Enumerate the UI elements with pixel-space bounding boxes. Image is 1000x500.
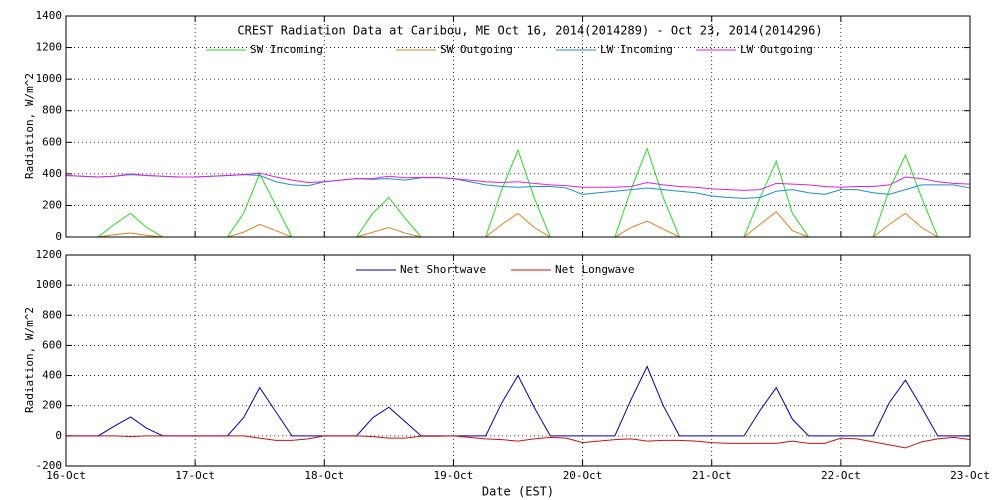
y-axis-label: Radiation, W/m^2 bbox=[23, 307, 36, 413]
y-tick-label: 800 bbox=[42, 308, 62, 321]
legend-label: SW Incoming bbox=[250, 43, 323, 56]
chart-title: CREST Radiation Data at Caribou, ME Oct … bbox=[237, 24, 822, 38]
y-tick-label: 1000 bbox=[36, 72, 63, 85]
y-tick-label: 400 bbox=[42, 369, 62, 382]
y-tick-label: 1000 bbox=[36, 278, 63, 291]
legend-label: Net Longwave bbox=[555, 263, 634, 276]
plot-frame bbox=[65, 254, 971, 467]
x-tick-label: 23-Oct bbox=[950, 469, 990, 482]
x-tick-label: 17-Oct bbox=[175, 469, 215, 482]
y-tick-label: 1200 bbox=[36, 41, 63, 54]
y-tick-label: 600 bbox=[42, 135, 62, 148]
y-tick-label: 0 bbox=[55, 429, 62, 442]
y-tick-label: 1200 bbox=[36, 248, 63, 261]
legend-label: LW Outgoing bbox=[740, 43, 813, 56]
y-tick-label: 200 bbox=[42, 399, 62, 412]
x-axis-label: Date (EST) bbox=[482, 485, 554, 499]
y-tick-label: 600 bbox=[42, 338, 62, 351]
legend-label: LW Incoming bbox=[600, 43, 673, 56]
y-tick-label: 0 bbox=[55, 230, 62, 243]
x-tick-label: 20-Oct bbox=[563, 469, 603, 482]
x-tick-label: 22-Oct bbox=[821, 469, 861, 482]
x-tick-label: 16-Oct bbox=[46, 469, 86, 482]
x-tick-label: 19-Oct bbox=[434, 469, 474, 482]
y-axis-label: Radiation, W/m^2 bbox=[23, 73, 36, 179]
y-tick-label: -200 bbox=[36, 459, 63, 472]
y-tick-label: 200 bbox=[42, 198, 62, 211]
y-tick-label: 800 bbox=[42, 104, 62, 117]
plot-frame bbox=[65, 15, 971, 238]
y-tick-label: 1400 bbox=[36, 9, 63, 22]
legend-label: SW Outgoing bbox=[440, 43, 513, 56]
x-tick-label: 21-Oct bbox=[692, 469, 732, 482]
legend-label: Net Shortwave bbox=[400, 263, 486, 276]
x-tick-label: 18-Oct bbox=[304, 469, 344, 482]
series-line bbox=[65, 172, 971, 191]
y-tick-label: 400 bbox=[42, 167, 62, 180]
series-line bbox=[66, 435, 971, 449]
